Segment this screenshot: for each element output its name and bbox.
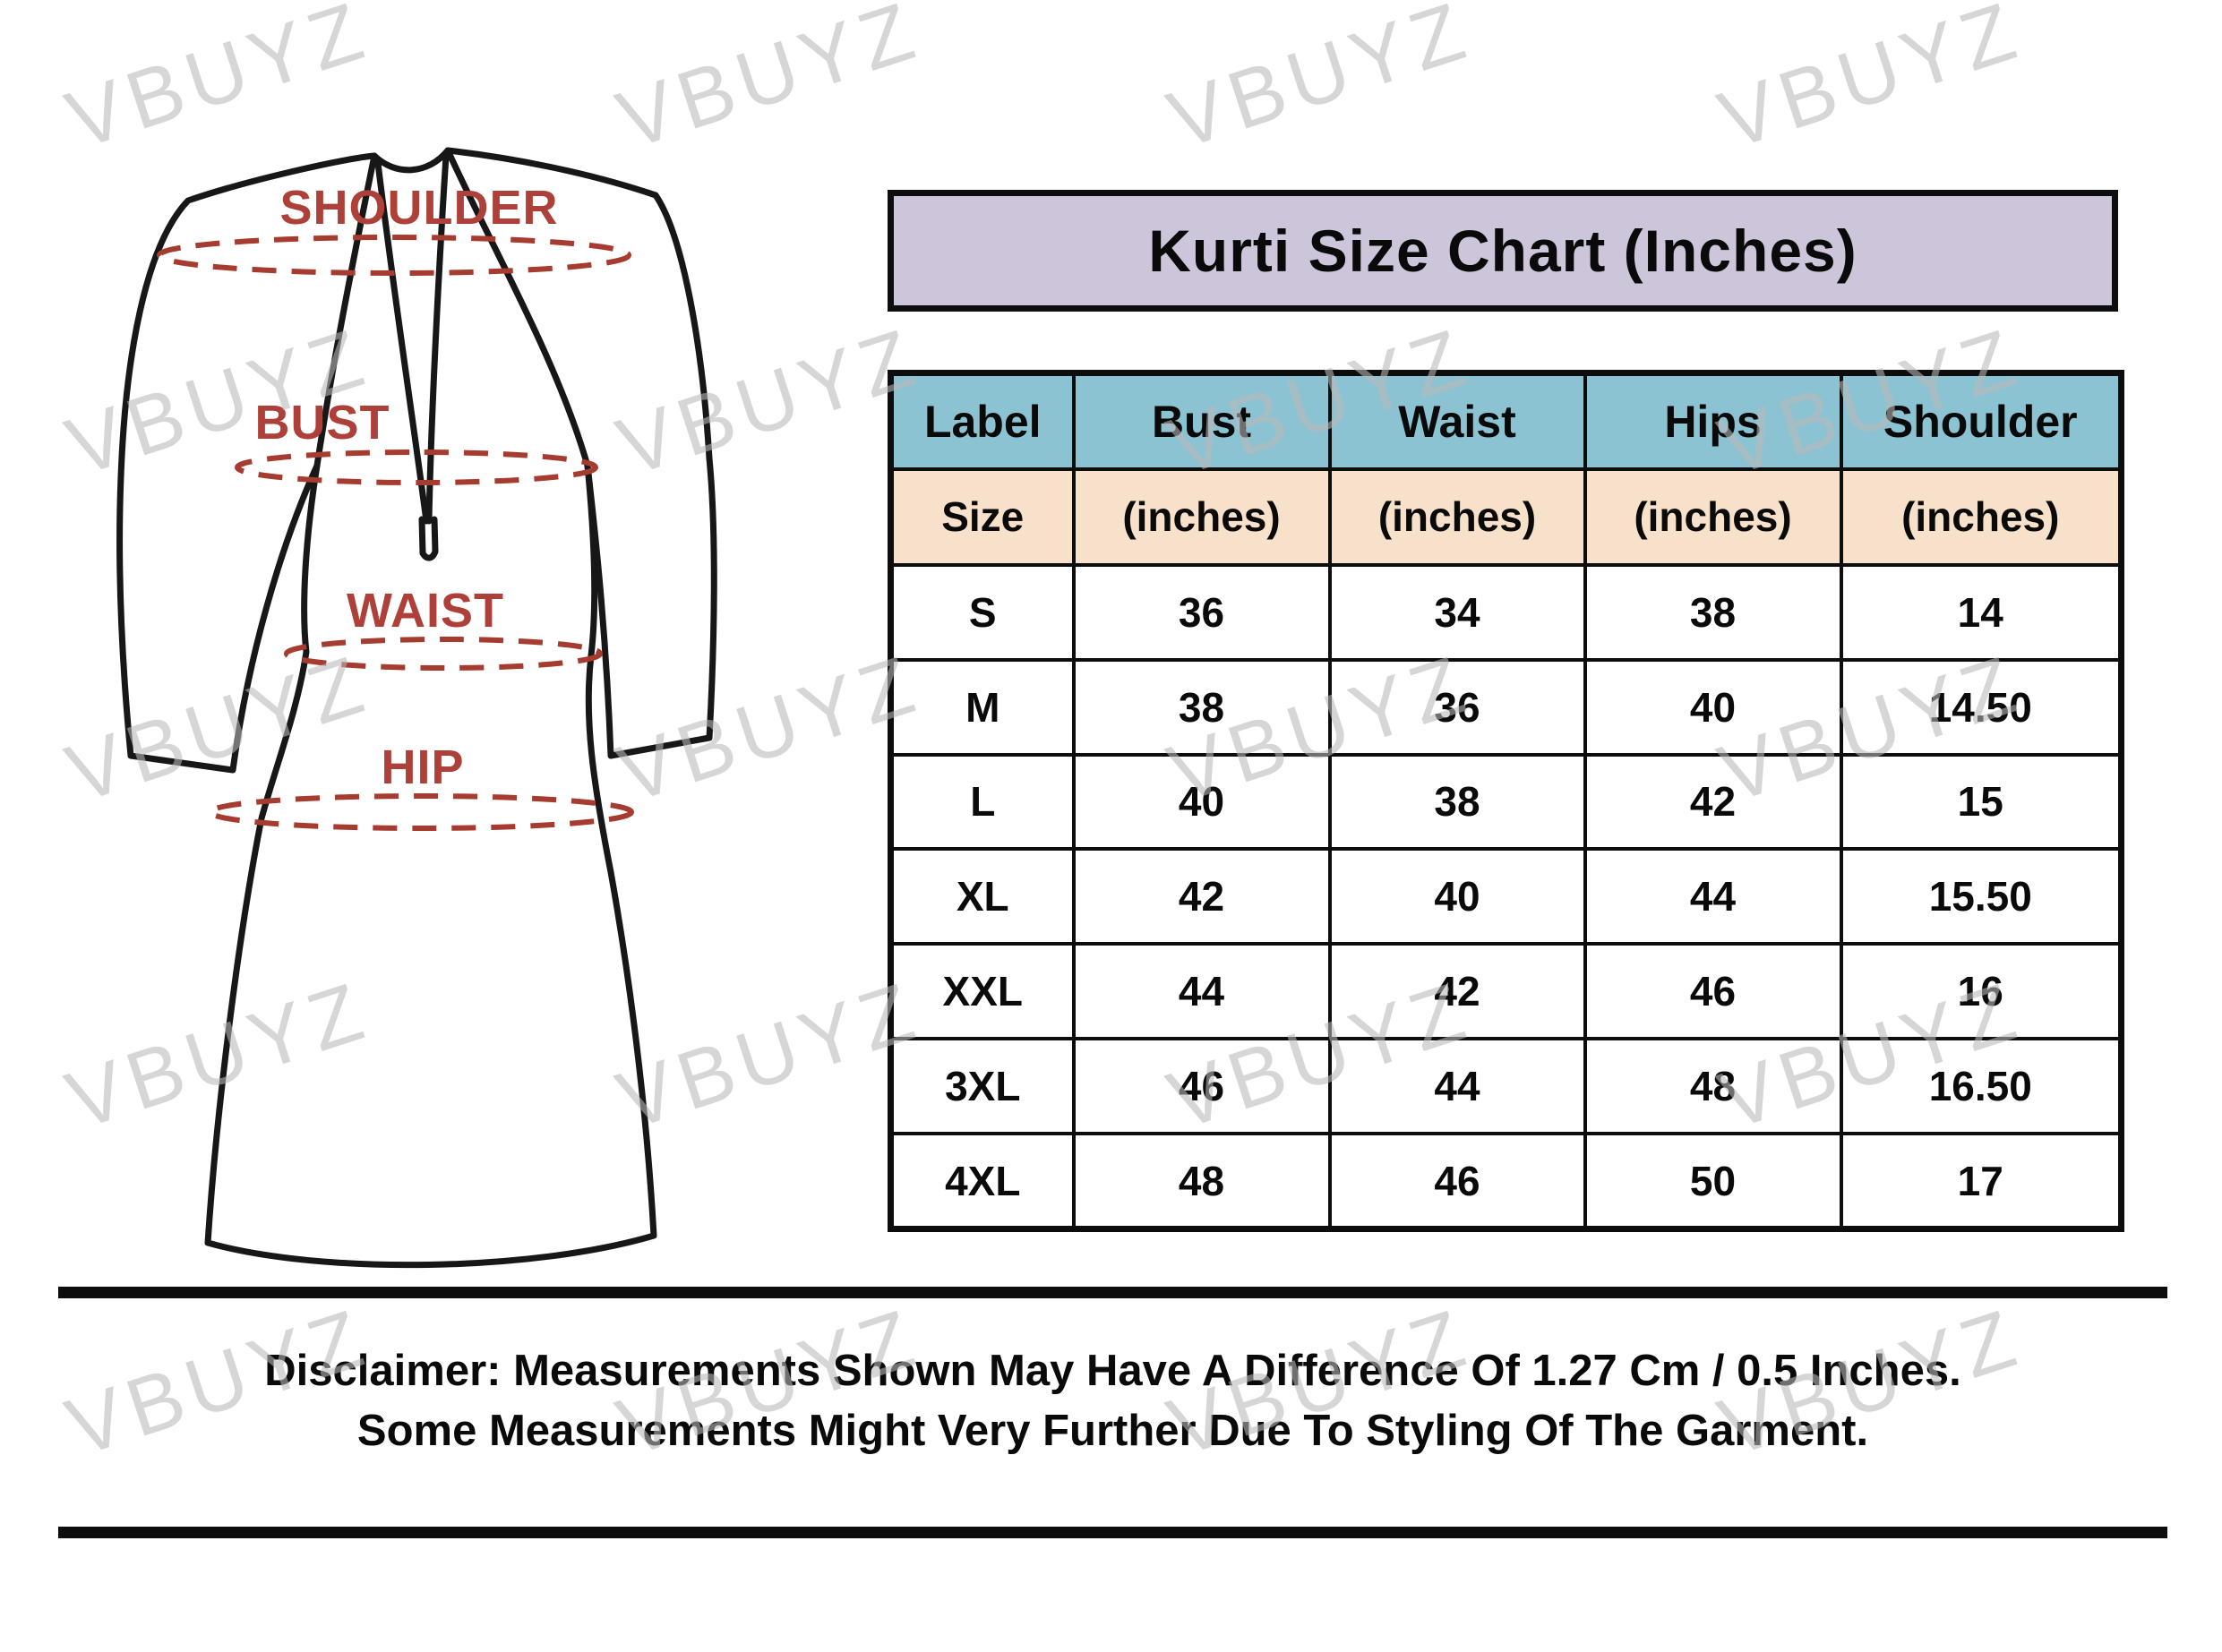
table-row: S 36 34 38 14 [888, 562, 2123, 662]
table-row: 4XL 48 46 50 17 [888, 1132, 2123, 1231]
shoulder-cell: 16.50 [1839, 1037, 2123, 1136]
waist-cell: 38 [1327, 752, 1587, 852]
col-subheader-shoulder: (inches) [1839, 466, 2123, 567]
hips-cell: 46 [1583, 942, 1843, 1041]
shoulder-cell: 14 [1839, 562, 2123, 662]
size-cell: 4XL [888, 1132, 1076, 1231]
bust-cell: 38 [1071, 657, 1332, 757]
bust-cell: 44 [1071, 942, 1332, 1041]
hip-measure-line [208, 793, 634, 831]
watermark: VBUYZ [1157, 0, 1482, 167]
col-header-shoulder: Shoulder [1839, 371, 2123, 471]
table-row: M 38 36 40 14.50 [888, 657, 2123, 757]
disclaimer-line-1: Disclaimer: Measurements Shown May Have … [264, 1347, 1961, 1395]
waist-cell: 34 [1327, 562, 1587, 662]
table-row: XL 42 40 44 15.50 [888, 847, 2123, 946]
hips-cell: 44 [1583, 847, 1843, 946]
bust-cell: 48 [1071, 1132, 1332, 1231]
bust-cell: 46 [1071, 1037, 1332, 1136]
size-chart-table: Label Bust Waist Hips Shoulder Size (inc… [888, 370, 2124, 1232]
measurement-lines [157, 235, 634, 831]
col-subheader-size: Size [888, 466, 1076, 567]
shoulder-label: SHOULDER [279, 181, 558, 235]
size-cell: XL [888, 847, 1076, 946]
bust-cell: 36 [1071, 562, 1332, 662]
shoulder-cell: 17 [1839, 1132, 2123, 1231]
shoulder-cell: 15 [1839, 752, 2123, 852]
divider-rule-top [58, 1287, 2167, 1298]
size-cell: XXL [888, 942, 1076, 1041]
hips-cell: 38 [1583, 562, 1843, 662]
col-subheader-hips: (inches) [1583, 466, 1843, 567]
size-chart-table-wrap: Label Bust Waist Hips Shoulder Size (inc… [888, 370, 2124, 1232]
table-subheader-row: Size (inches) (inches) (inches) (inches) [888, 466, 2123, 567]
table-row: L 40 38 42 15 [888, 752, 2123, 852]
col-header-bust: Bust [1071, 371, 1332, 471]
title-banner: Kurti Size Chart (Inches) [888, 190, 2118, 312]
hips-cell: 40 [1583, 657, 1843, 757]
shoulder-cell: 16 [1839, 942, 2123, 1041]
kurti-diagram: SHOULDER BUST WAIST HIP [116, 147, 717, 1269]
shoulder-measure-line [157, 235, 631, 276]
size-cell: 3XL [888, 1037, 1076, 1136]
waist-label: WAIST [347, 584, 504, 638]
col-subheader-bust: (inches) [1071, 466, 1332, 567]
kurti-outline [116, 147, 717, 1269]
bust-cell: 42 [1071, 847, 1332, 946]
shoulder-cell: 15.50 [1839, 847, 2123, 946]
waist-cell: 36 [1327, 657, 1587, 757]
table-header-row: Label Bust Waist Hips Shoulder [888, 371, 2123, 471]
waist-cell: 42 [1327, 942, 1587, 1041]
waist-cell: 44 [1327, 1037, 1587, 1136]
disclaimer-line-2: Some Measurements Might Very Further Due… [356, 1407, 1869, 1455]
waist-measure-line [284, 637, 603, 671]
page-title: Kurti Size Chart (Inches) [1148, 218, 1857, 284]
size-cell: L [888, 752, 1076, 852]
bust-label: BUST [255, 396, 390, 449]
size-cell: S [888, 562, 1076, 662]
col-subheader-waist: (inches) [1327, 466, 1587, 567]
waist-cell: 40 [1327, 847, 1587, 946]
col-header-waist: Waist [1327, 371, 1587, 471]
watermark: VBUYZ [1708, 0, 2033, 167]
table-row: XXL 44 42 46 16 [888, 942, 2123, 1041]
size-cell: M [888, 657, 1076, 757]
bust-cell: 40 [1071, 752, 1332, 852]
divider-rule-bottom [58, 1527, 2167, 1538]
hips-cell: 42 [1583, 752, 1843, 852]
hip-label: HIP [381, 740, 464, 794]
waist-cell: 46 [1327, 1132, 1587, 1231]
hips-cell: 48 [1583, 1037, 1843, 1136]
shoulder-cell: 14.50 [1839, 657, 2123, 757]
table-row: 3XL 46 44 48 16.50 [888, 1037, 2123, 1136]
bust-measure-line [235, 449, 598, 485]
col-header-label: Label [888, 371, 1076, 471]
col-header-hips: Hips [1583, 371, 1843, 471]
disclaimer: Disclaimer: Measurements Shown May Have … [58, 1341, 2167, 1461]
hips-cell: 50 [1583, 1132, 1843, 1231]
